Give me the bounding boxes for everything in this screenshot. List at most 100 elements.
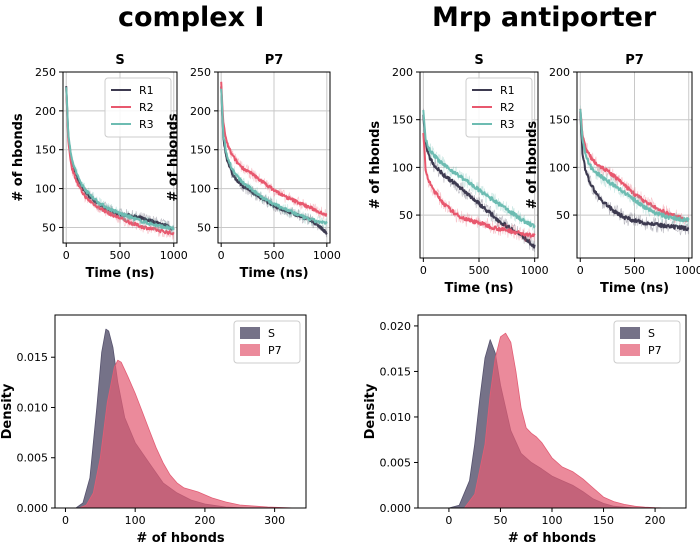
- chart-title: P7: [265, 53, 284, 68]
- chart-Mrp-S: [416, 71, 539, 262]
- y-tick-label: 0.005: [17, 452, 49, 465]
- x-tick-label: 50: [493, 514, 507, 527]
- y-axis-label: Density: [0, 383, 15, 439]
- legend-swatch-P7: [240, 344, 260, 356]
- plot-area: [448, 332, 666, 508]
- legend-label-S: S: [648, 327, 655, 340]
- chart-Mrp-density: [414, 314, 687, 512]
- x-tick-label: 1000: [313, 249, 341, 262]
- series-line-R2: [422, 132, 536, 238]
- x-tick-label: 500: [264, 249, 285, 262]
- plot-area: [579, 105, 690, 236]
- x-tick-label: 1000: [160, 249, 188, 262]
- y-axis-label: # of hbonds: [368, 121, 383, 210]
- legend-label-P7: P7: [268, 344, 282, 357]
- plot-area: [220, 81, 328, 238]
- x-axis-label: Time (ns): [600, 281, 669, 296]
- series-line-R3: [579, 108, 690, 223]
- legend: [233, 320, 301, 364]
- chart-title: S: [115, 53, 124, 68]
- y-tick-label: 150: [190, 144, 211, 157]
- y-tick-label: 0.020: [380, 320, 412, 333]
- y-axis-label: # of hbonds: [166, 113, 181, 202]
- y-tick-label: 100: [35, 183, 56, 196]
- y-tick-label: 200: [190, 105, 211, 118]
- series-noise-R2: [220, 81, 328, 220]
- legend-label-S: S: [268, 327, 275, 340]
- x-tick-label: 0: [62, 514, 69, 527]
- x-axis-label: # of hbonds: [508, 531, 597, 546]
- x-tick-label: 500: [624, 264, 645, 277]
- chart-cI-S: [59, 71, 178, 247]
- legend: [613, 320, 681, 364]
- plot-area: [65, 86, 175, 240]
- x-tick-label: 0: [63, 249, 70, 262]
- x-tick-label: 0: [218, 249, 225, 262]
- y-tick-label: 0.015: [380, 365, 412, 378]
- legend-label-R2: R2: [500, 101, 515, 114]
- x-tick-label: 100: [542, 514, 563, 527]
- density-area-P7: [79, 359, 296, 508]
- chart-cI-P7: [214, 71, 331, 247]
- chart-Mrp-P7: [573, 71, 693, 262]
- y-tick-label: 50: [197, 221, 211, 234]
- y-tick-label: 50: [556, 209, 570, 222]
- legend: [465, 77, 533, 138]
- y-tick-label: 0.005: [380, 456, 412, 469]
- chart-cI-density: [51, 314, 307, 512]
- x-tick-label: 300: [264, 514, 285, 527]
- series-line-R3: [422, 110, 536, 229]
- y-tick-label: 150: [392, 114, 413, 127]
- plot-area: [75, 328, 296, 508]
- y-axis-label: # of hbonds: [11, 113, 26, 202]
- y-tick-label: 100: [190, 183, 211, 196]
- density-area-P7: [464, 332, 666, 508]
- y-tick-label: 200: [549, 66, 570, 79]
- y-axis-label: # of hbonds: [525, 121, 540, 210]
- legend-box: [104, 77, 172, 138]
- x-tick-label: 100: [125, 514, 146, 527]
- x-tick-label: 1000: [675, 264, 700, 277]
- x-axis-label: Time (ns): [85, 266, 154, 281]
- x-tick-label: 200: [645, 514, 666, 527]
- y-tick-label: 50: [42, 221, 56, 234]
- legend-label-R2: R2: [139, 101, 154, 114]
- y-tick-label: 250: [35, 66, 56, 79]
- y-tick-label: 50: [399, 209, 413, 222]
- legend-label-R1: R1: [500, 84, 515, 97]
- legend-label-R1: R1: [139, 84, 154, 97]
- legend-label-R3: R3: [500, 118, 515, 131]
- y-tick-label: 200: [35, 105, 56, 118]
- series-line-R3: [65, 87, 175, 231]
- series-line-R2: [579, 108, 690, 223]
- legend-box: [465, 77, 533, 138]
- heading-complex-i: complex I: [118, 2, 265, 33]
- series-line-R3: [220, 88, 328, 225]
- y-tick-label: 200: [392, 66, 413, 79]
- y-tick-label: 150: [549, 114, 570, 127]
- y-axis-label: Density: [363, 383, 378, 439]
- y-tick-label: 0.010: [380, 411, 412, 424]
- x-axis-label: Time (ns): [444, 281, 513, 296]
- legend-swatch-P7: [620, 344, 640, 356]
- x-tick-label: 150: [593, 514, 614, 527]
- series-line-R2: [65, 87, 175, 236]
- x-tick-label: 200: [194, 514, 215, 527]
- legend-swatch-S: [620, 327, 640, 339]
- heading-mrp-antiporter: Mrp antiporter: [432, 2, 657, 33]
- y-tick-label: 0.000: [380, 502, 412, 515]
- x-tick-label: 0: [445, 514, 452, 527]
- legend-label-R3: R3: [139, 118, 154, 131]
- x-tick-label: 1000: [521, 264, 549, 277]
- x-axis-label: Time (ns): [239, 266, 308, 281]
- x-tick-label: 500: [469, 264, 490, 277]
- y-tick-label: 100: [392, 161, 413, 174]
- axes-frame: [54, 314, 307, 509]
- plot-area: [422, 108, 536, 253]
- x-tick-label: 0: [420, 264, 427, 277]
- x-tick-label: 0: [577, 264, 584, 277]
- chart-title: P7: [625, 53, 644, 68]
- y-tick-label: 0.015: [17, 351, 49, 364]
- y-tick-label: 0.010: [17, 401, 49, 414]
